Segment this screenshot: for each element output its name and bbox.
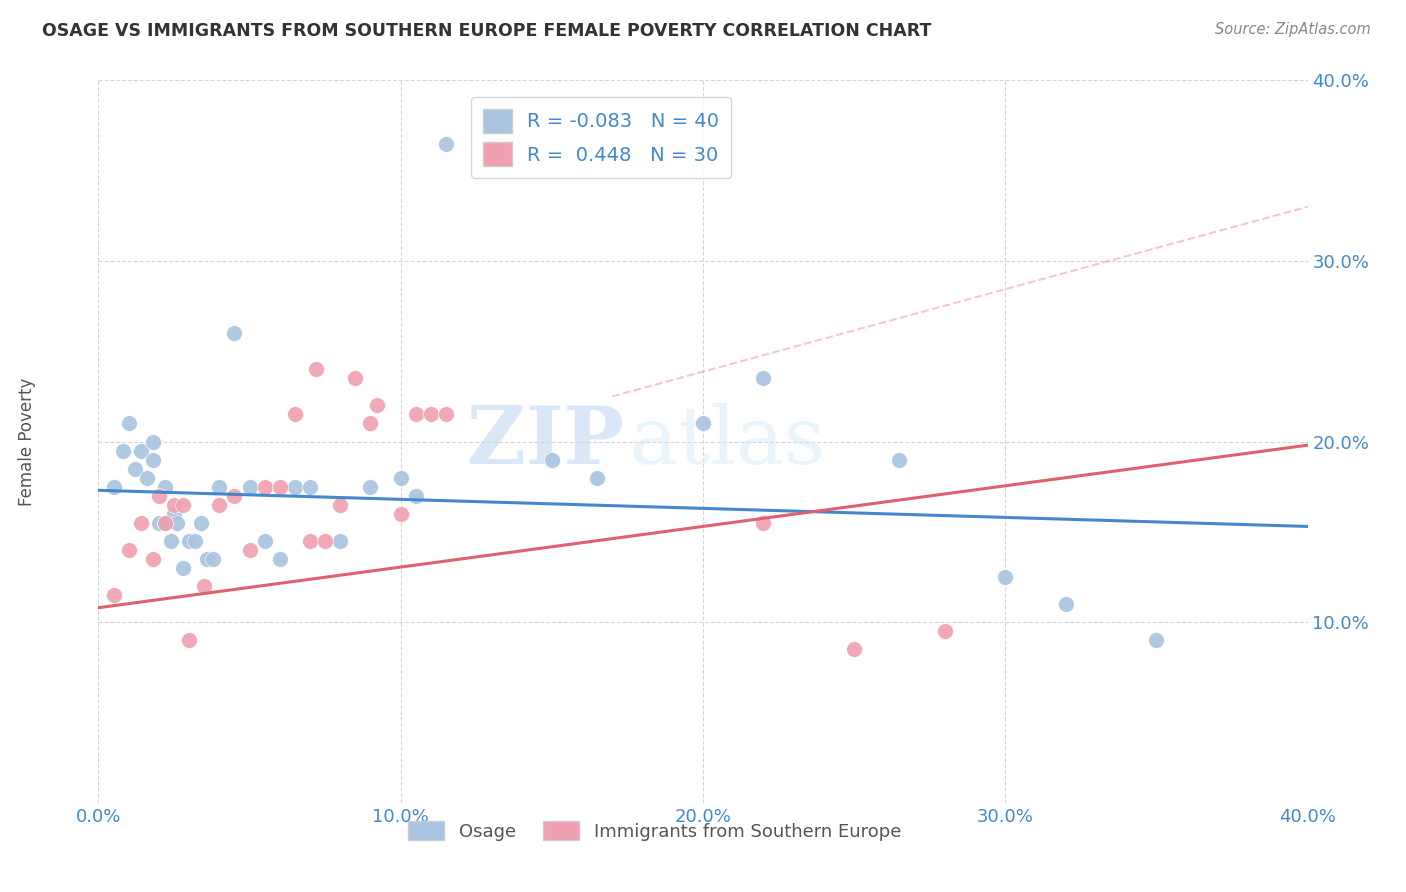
Point (195, 552, 218, 566)
Point (314, 533, 336, 548)
Point (103, 480, 125, 494)
Point (179, 633, 201, 648)
Point (153, 516, 176, 530)
Point (224, 489, 246, 503)
Point (142, 434, 165, 449)
Point (329, 533, 352, 548)
Point (160, 533, 183, 548)
Point (129, 443, 152, 458)
Point (142, 452, 165, 467)
Point (360, 417, 382, 431)
Point (118, 417, 141, 431)
Point (366, 398, 388, 412)
Point (166, 516, 188, 530)
Text: atlas: atlas (630, 402, 825, 481)
Point (148, 489, 170, 503)
Point (172, 498, 194, 512)
Point (103, 588, 125, 602)
Point (934, 624, 956, 639)
Text: Source: ZipAtlas.com: Source: ZipAtlas.com (1215, 22, 1371, 37)
Point (269, 480, 291, 494)
Point (389, 471, 412, 485)
Point (118, 542, 141, 557)
Point (299, 480, 322, 494)
Point (253, 480, 276, 494)
Point (172, 561, 194, 575)
Point (224, 326, 246, 340)
Point (692, 417, 714, 431)
Point (208, 498, 231, 512)
Point (190, 516, 212, 530)
Point (208, 480, 231, 494)
Point (1144, 633, 1167, 648)
Point (752, 371, 775, 385)
Point (135, 471, 157, 485)
Point (202, 552, 225, 566)
Point (434, 408, 457, 422)
Point (344, 371, 367, 385)
Point (540, 452, 562, 467)
Point (360, 480, 382, 494)
Point (153, 480, 176, 494)
Point (163, 498, 186, 512)
Point (329, 498, 352, 512)
Point (305, 362, 328, 376)
Point (124, 461, 146, 475)
Point (179, 533, 201, 548)
Point (405, 408, 427, 422)
Point (142, 552, 165, 566)
Point (153, 516, 176, 530)
Point (193, 579, 215, 593)
Point (184, 533, 207, 548)
Point (284, 480, 307, 494)
Point (586, 471, 609, 485)
Point (752, 516, 775, 530)
Point (163, 507, 186, 521)
Point (239, 542, 262, 557)
Text: ZIP: ZIP (467, 402, 624, 481)
Text: OSAGE VS IMMIGRANTS FROM SOUTHERN EUROPE FEMALE POVERTY CORRELATION CHART: OSAGE VS IMMIGRANTS FROM SOUTHERN EUROPE… (42, 22, 932, 40)
Point (389, 507, 412, 521)
Point (269, 552, 291, 566)
Point (1054, 597, 1077, 611)
Legend: Osage, Immigrants from Southern Europe: Osage, Immigrants from Southern Europe (401, 814, 908, 848)
Y-axis label: Female Poverty: Female Poverty (18, 377, 37, 506)
Point (239, 480, 262, 494)
Point (284, 408, 307, 422)
Point (129, 516, 152, 530)
Point (299, 533, 322, 548)
Point (148, 516, 170, 530)
Point (405, 489, 427, 503)
Point (889, 452, 911, 467)
Point (844, 642, 866, 657)
Point (253, 533, 276, 548)
Point (994, 570, 1017, 584)
Point (420, 408, 443, 422)
Point (434, 136, 457, 151)
Point (111, 443, 134, 458)
